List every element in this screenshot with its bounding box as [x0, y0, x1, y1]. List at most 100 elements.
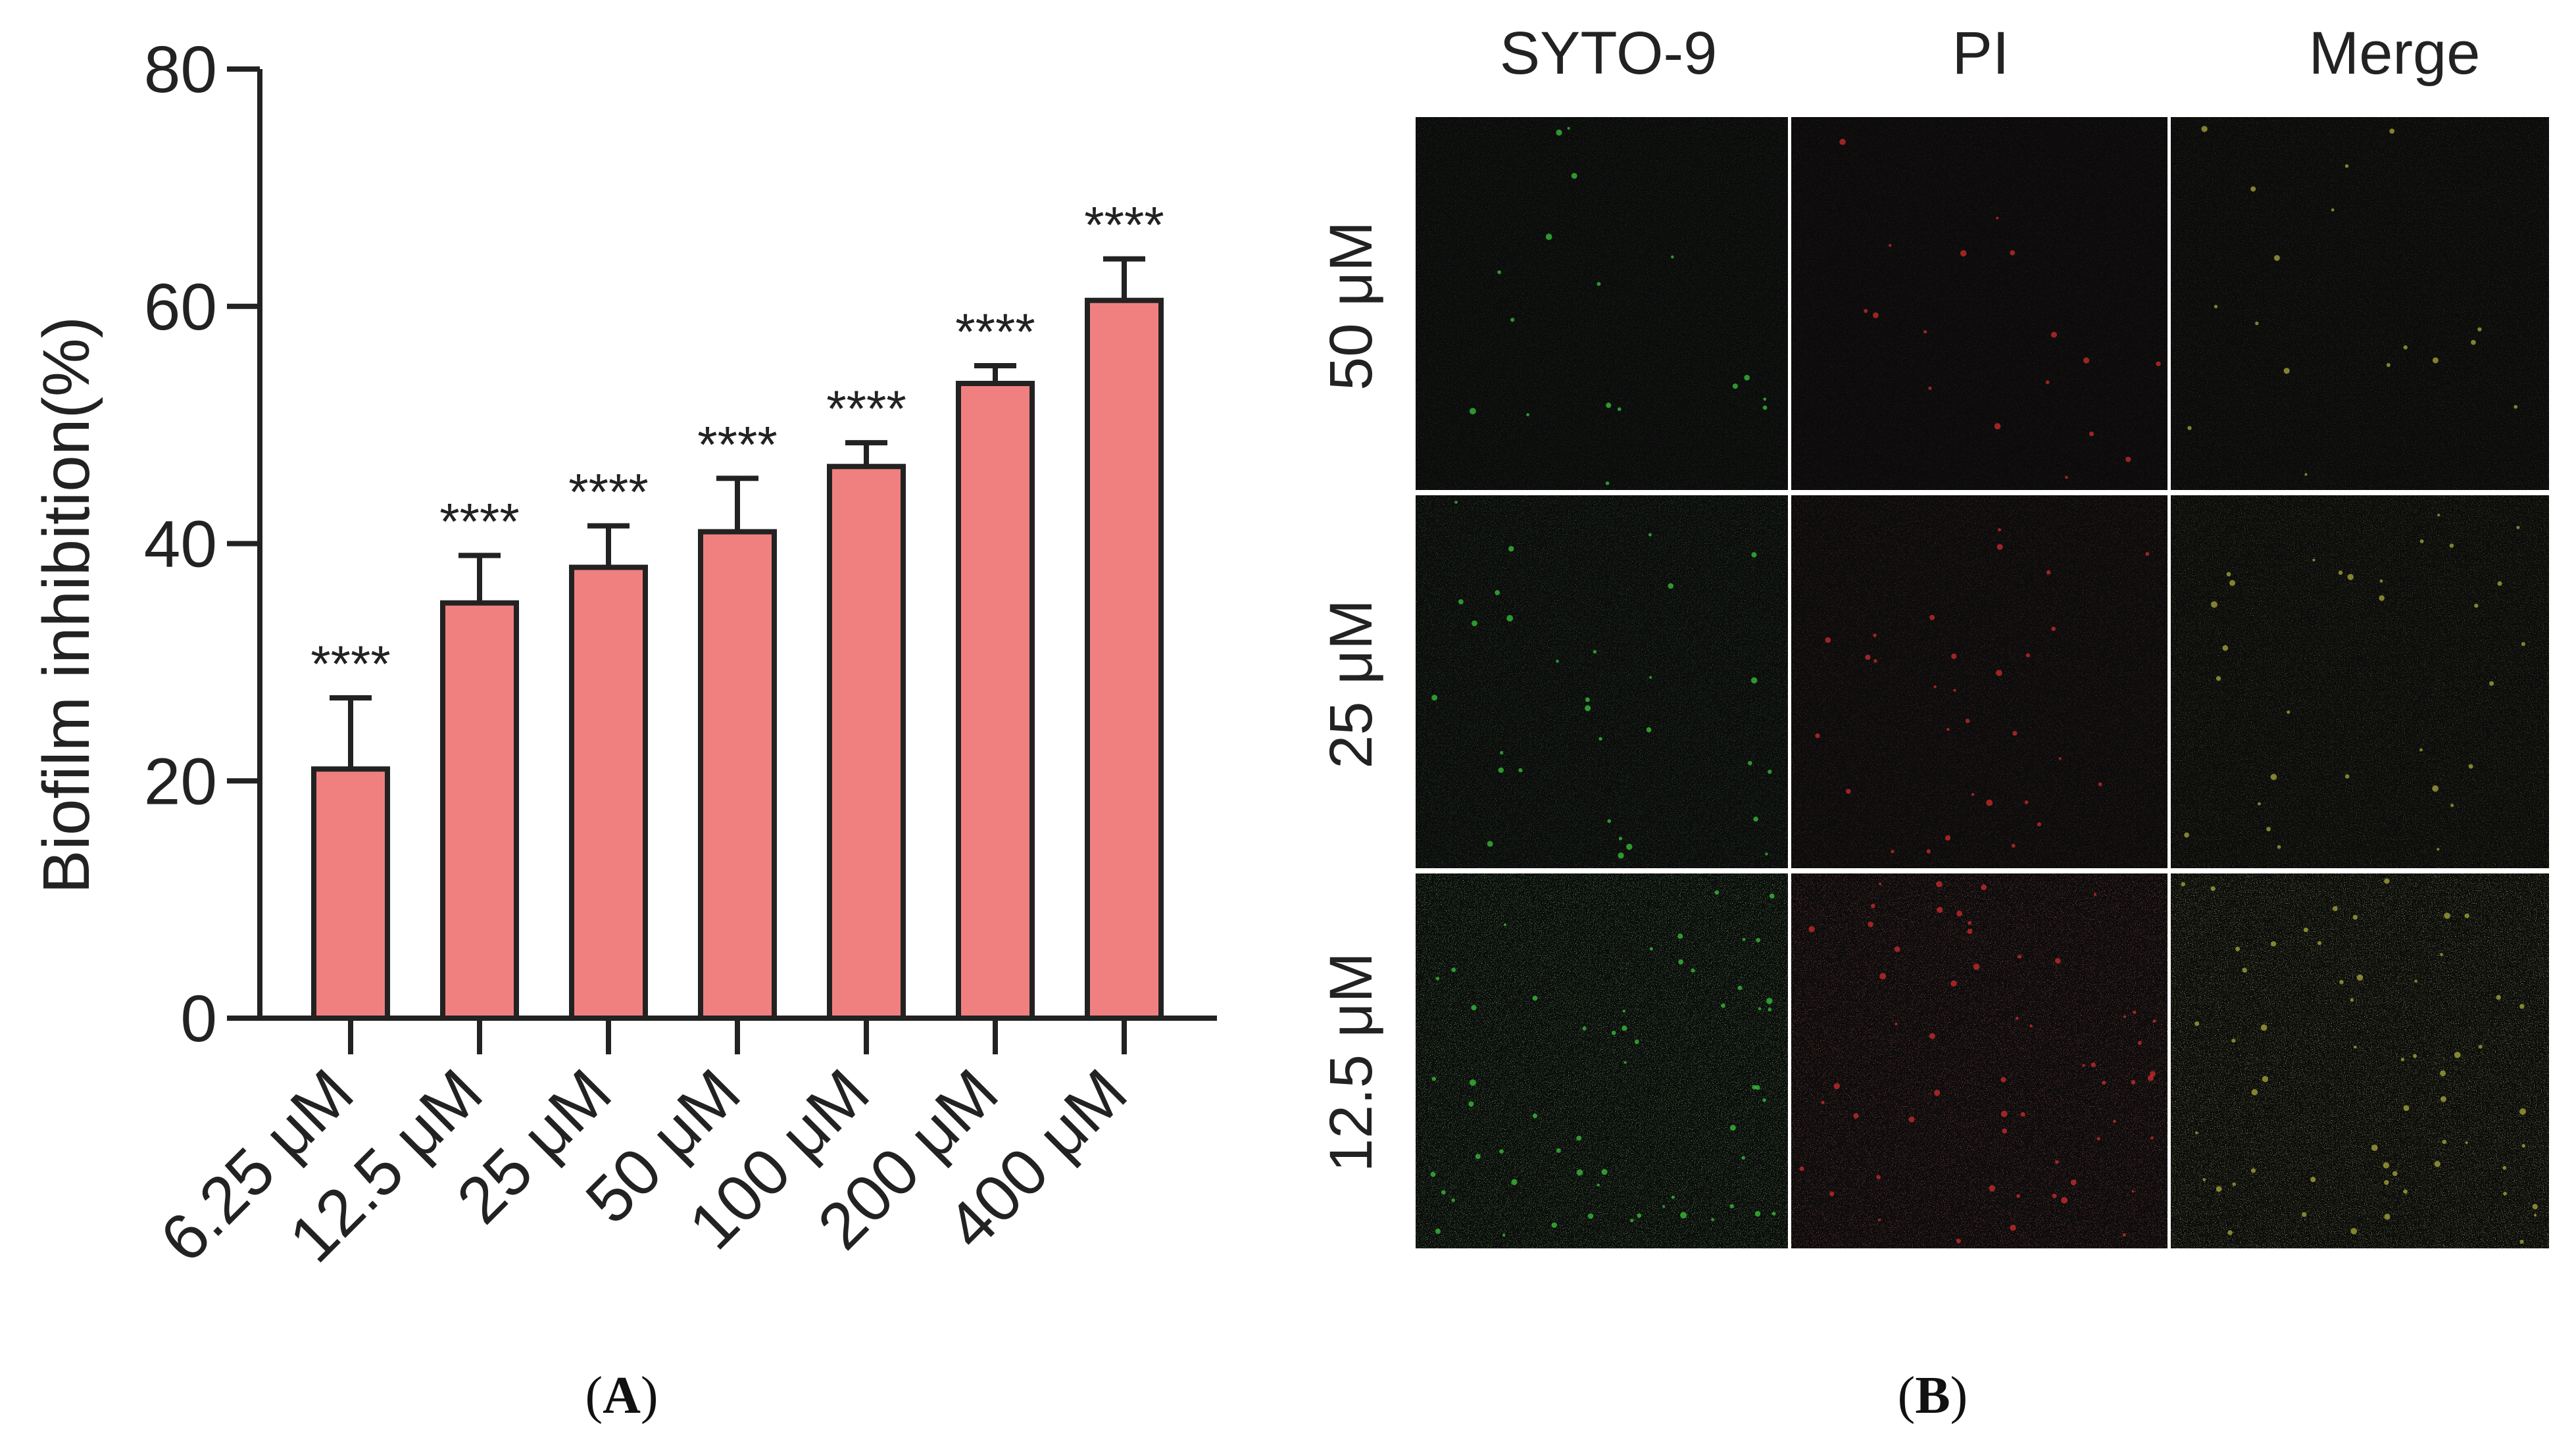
- fluorescent-cell: [1737, 985, 1743, 991]
- fluorescent-cell: [1711, 1218, 1715, 1221]
- fluorescent-cell: [1499, 1149, 1504, 1154]
- fluorescent-cell: [2389, 128, 2395, 134]
- fluorescent-cell: [1634, 1039, 1639, 1044]
- fluorescent-cell: [2344, 774, 2350, 779]
- y-tick-label: 60: [144, 270, 217, 344]
- fluorescent-cell: [2317, 941, 2322, 945]
- fluorescent-cell: [1933, 685, 1937, 689]
- fluorescent-cell: [2419, 539, 2424, 543]
- fluorescent-cell: [2150, 1136, 2154, 1140]
- micrograph-texture: [1791, 117, 2167, 490]
- fluorescent-cell: [2083, 357, 2090, 364]
- fluorescent-cell: [2432, 357, 2439, 364]
- fluorescent-cell: [2350, 1227, 2358, 1235]
- fluorescent-cell: [1585, 705, 1591, 712]
- fluorescent-cell: [2450, 804, 2454, 808]
- fluorescent-cell: [2222, 645, 2229, 651]
- fluorescent-cell: [2025, 653, 2031, 658]
- fluorescent-cell: [1606, 403, 1612, 408]
- fluorescent-cell: [1771, 1212, 1776, 1216]
- fluorescent-cell: [2255, 321, 2259, 326]
- fluorescent-cell: [1929, 614, 1935, 620]
- fluorescent-cell: [2113, 1119, 2116, 1123]
- fluorescent-cell: [1994, 423, 2001, 429]
- fluorescent-cell: [1769, 893, 1775, 899]
- fluorescent-cell: [1617, 407, 1622, 411]
- fluorescent-cell: [2338, 570, 2343, 576]
- fluorescent-cell: [2258, 802, 2261, 806]
- fluorescent-cell: [2384, 1214, 2390, 1220]
- fluorescent-cell: [2400, 1058, 2405, 1062]
- fluorescent-cell: [1872, 312, 1879, 318]
- fluorescent-cell: [2383, 1162, 2389, 1169]
- y-tick-label: 20: [144, 745, 217, 818]
- fluorescent-cell: [2332, 906, 2338, 912]
- fluorescent-cell: [2350, 998, 2354, 1002]
- fluorescent-cell: [1469, 408, 1476, 415]
- row-label-25uM: 25 μM: [1318, 599, 1385, 769]
- fluorescent-cell: [1597, 1183, 1600, 1187]
- fluorescent-cell: [1833, 1083, 1840, 1089]
- bar: [440, 600, 519, 1021]
- fluorescent-cell: [1748, 760, 1752, 766]
- fluorescent-cell: [2037, 822, 2042, 827]
- fluorescent-cell: [1879, 973, 1887, 980]
- fluorescent-cell: [1973, 963, 1980, 970]
- fluorescent-cell: [1865, 654, 1871, 660]
- fluorescent-cell: [1873, 659, 1877, 663]
- fluorescent-cell: [1950, 980, 1957, 987]
- fluorescent-cell: [2000, 1077, 2006, 1083]
- fluorescent-cell: [1965, 718, 1970, 724]
- chart-significance-labels: **** **** **** **** **** **** ****: [310, 196, 1164, 693]
- fluorescent-cell: [2058, 756, 2062, 760]
- fluorescent-cell: [1799, 1166, 1804, 1171]
- fluorescent-cell: [2145, 552, 2150, 556]
- fluorescent-cell: [1469, 1079, 1476, 1086]
- fluorescent-cell: [1986, 799, 1993, 806]
- micrograph-12.5uM-syto9: [1416, 873, 1788, 1248]
- fluorescent-cell: [2514, 405, 2518, 409]
- fluorescent-cell: [1996, 216, 1999, 220]
- fluorescent-cell: [2403, 1105, 2410, 1112]
- fluorescent-cell: [1989, 1185, 1996, 1192]
- fluorescent-cell: [1618, 837, 1623, 841]
- fluorescent-cell: [2419, 748, 2423, 752]
- fluorescent-cell: [1754, 1211, 1761, 1217]
- fluorescent-cell: [2497, 581, 2502, 586]
- fluorescent-cell: [1762, 405, 1768, 410]
- fluorescent-cell: [2251, 1168, 2256, 1173]
- fluorescent-cell: [1441, 1190, 1446, 1195]
- fluorescent-cell: [1649, 947, 1653, 951]
- fluorescent-cell: [1864, 308, 1868, 313]
- fluorescent-cell: [1971, 793, 1975, 797]
- fluorescent-cell: [1475, 1154, 1481, 1160]
- fluorescent-cell: [2055, 1160, 2059, 1164]
- fluorescent-cell: [2266, 827, 2271, 831]
- fluorescent-cell: [1601, 1169, 1608, 1175]
- fluorescent-cell: [2271, 941, 2277, 947]
- fluorescent-cell: [1431, 695, 1438, 701]
- fluorescent-cell: [2152, 1019, 2156, 1023]
- fluorescent-cell: [2502, 1165, 2507, 1170]
- fluorescent-cell: [1637, 1213, 1642, 1218]
- significance-label: ****: [310, 635, 390, 693]
- fluorescent-cell: [1762, 1098, 1766, 1102]
- fluorescent-cell: [2302, 1212, 2307, 1217]
- fluorescent-cell: [2273, 255, 2280, 261]
- fluorescent-cell: [2012, 731, 2018, 736]
- fluorescent-cell: [1721, 1003, 1725, 1008]
- fluorescent-cell: [2015, 1016, 2019, 1020]
- fluorescent-cell: [2226, 572, 2231, 577]
- fluorescent-cell: [1435, 1228, 1441, 1234]
- bar: [311, 766, 390, 1021]
- fluorescent-cell: [2521, 1144, 2526, 1148]
- fluorescent-cell: [1556, 1148, 1561, 1153]
- fluorescent-cell: [1891, 849, 1895, 854]
- fluorescent-cell: [1662, 1205, 1666, 1208]
- fluorescent-cell: [2137, 1041, 2142, 1045]
- chart-bars: [311, 297, 1164, 1021]
- fluorescent-cell: [2519, 1004, 2525, 1009]
- fluorescent-cell: [1630, 1218, 1634, 1223]
